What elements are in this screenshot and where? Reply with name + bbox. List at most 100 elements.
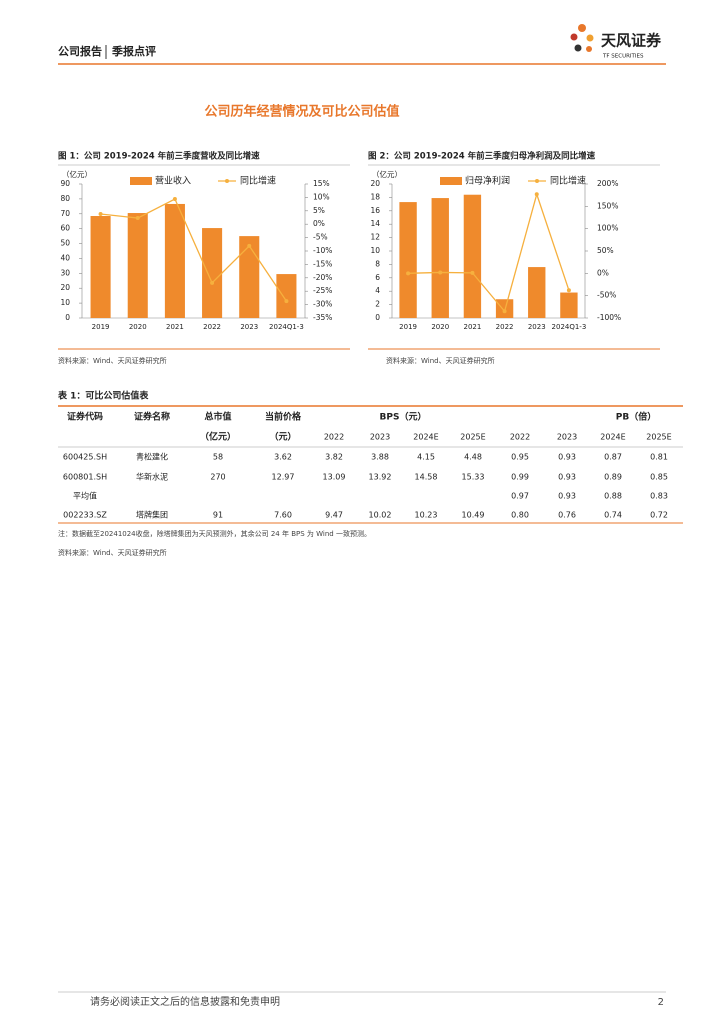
bar bbox=[276, 274, 297, 318]
section-title: 公司历年经营情况及可比公司估值 bbox=[204, 104, 399, 120]
table-cell: 14.58 bbox=[415, 473, 438, 482]
chart-title: 图 1：公司 2019-2024 年前三季度营收及同比增速 bbox=[58, 151, 260, 162]
table-cell: 600425.SH bbox=[63, 453, 107, 462]
x-tick-label: 2024Q1-3 bbox=[269, 323, 304, 331]
bar bbox=[164, 203, 185, 318]
x-tick-label: 2021 bbox=[464, 323, 482, 331]
table-cell: 15.33 bbox=[462, 473, 485, 482]
y2-tick-label: 5% bbox=[313, 206, 325, 215]
growth-point bbox=[210, 280, 215, 285]
x-tick-label: 2023 bbox=[528, 323, 546, 331]
growth-point bbox=[406, 271, 411, 276]
x-tick-label: 2020 bbox=[431, 323, 449, 331]
table-title: 表 1：可比公司估值表 bbox=[57, 390, 149, 402]
table-cell: 3.88 bbox=[371, 453, 389, 462]
y2-tick-label: -25% bbox=[313, 286, 332, 295]
bar bbox=[127, 213, 148, 318]
table-cell: 0.81 bbox=[650, 453, 668, 462]
table-cell: 0.88 bbox=[604, 492, 622, 501]
x-tick-label: 2019 bbox=[399, 323, 417, 331]
x-tick-label: 2020 bbox=[129, 323, 147, 331]
y2-tick-label: 0% bbox=[597, 268, 609, 277]
growth-point bbox=[135, 216, 140, 221]
y-tick-label: 4 bbox=[375, 286, 380, 295]
y2-tick-label: -5% bbox=[313, 233, 328, 242]
y-tick-label: 12 bbox=[370, 233, 380, 242]
table-cell: 9.47 bbox=[325, 511, 343, 520]
table-cell: 华新水泥 bbox=[136, 472, 168, 482]
growth-line bbox=[100, 198, 287, 302]
table-header: 证券代码 bbox=[67, 411, 103, 423]
table-cell: 0.72 bbox=[650, 511, 668, 520]
table-cell: 0.80 bbox=[511, 511, 529, 520]
table-source: 资料来源：Wind、天风证券研究所 bbox=[58, 548, 167, 557]
table-header: 总市值 bbox=[204, 411, 231, 423]
table-cell: 0.76 bbox=[558, 511, 576, 520]
table-cell: 10.02 bbox=[369, 511, 392, 520]
table-cell: 3.82 bbox=[325, 453, 343, 462]
x-tick-label: 2024Q1-3 bbox=[552, 323, 587, 331]
table-cell: 0.93 bbox=[558, 473, 576, 482]
table-cell: 0.93 bbox=[558, 453, 576, 462]
bar bbox=[239, 236, 260, 318]
logo bbox=[570, 24, 594, 52]
report-type: 公司报告 bbox=[58, 44, 102, 58]
y2-tick-label: 150% bbox=[597, 201, 618, 210]
y2-tick-label: -35% bbox=[313, 313, 332, 322]
x-tick-label: 2022 bbox=[203, 323, 221, 331]
y2-tick-label: -20% bbox=[313, 273, 332, 282]
x-tick-label: 2021 bbox=[166, 323, 184, 331]
y-tick-label: 6 bbox=[375, 273, 380, 282]
y2-tick-label: 100% bbox=[597, 224, 618, 233]
y-axis-label: （亿元） bbox=[372, 169, 402, 179]
table-cell: 0.83 bbox=[650, 492, 668, 501]
table-cell: 002233.SZ bbox=[63, 511, 107, 520]
bar bbox=[90, 216, 111, 318]
y-tick-label: 2 bbox=[375, 300, 380, 309]
y-tick-label: 90 bbox=[60, 179, 70, 188]
y-tick-label: 0 bbox=[375, 313, 380, 322]
y-tick-label: 20 bbox=[60, 283, 70, 292]
table-cell: 7.60 bbox=[274, 511, 292, 520]
bar bbox=[560, 292, 578, 318]
table-year: 2024E bbox=[413, 433, 438, 442]
legend-label: 归母净利润 bbox=[465, 175, 510, 187]
chart-source: 资料来源：Wind、天风证券研究所 bbox=[58, 356, 167, 365]
y-tick-label: 10 bbox=[60, 298, 70, 307]
y-tick-label: 60 bbox=[60, 224, 70, 233]
y2-tick-label: -50% bbox=[597, 291, 616, 300]
y-tick-label: 30 bbox=[60, 268, 70, 277]
bar bbox=[528, 267, 546, 318]
page-number: 2 bbox=[658, 997, 664, 1008]
table-note: 注：数据截至20241024收盘，除塔牌集团为天风预测外，其余公司 24 年 B… bbox=[58, 529, 371, 538]
y-axis-label: （亿元） bbox=[62, 169, 92, 179]
y2-tick-label: 200% bbox=[597, 179, 618, 188]
table-cell: 270 bbox=[210, 473, 225, 482]
table-cell: 4.15 bbox=[417, 453, 435, 462]
x-tick-label: 2023 bbox=[240, 323, 258, 331]
table-header: 当前价格 bbox=[265, 411, 302, 423]
y-tick-label: 10 bbox=[370, 246, 380, 255]
table-year: 2022 bbox=[324, 433, 344, 442]
table-cell: 4.48 bbox=[464, 453, 482, 462]
table-year: 2025E bbox=[646, 433, 671, 442]
legend-label: 同比增速 bbox=[240, 175, 276, 187]
table-unit: （元） bbox=[269, 432, 296, 443]
legend-marker bbox=[225, 179, 229, 183]
chart-title: 图 2：公司 2019-2024 年前三季度归母净利润及同比增速 bbox=[368, 151, 596, 162]
bar bbox=[202, 228, 223, 318]
table-cell: 0.97 bbox=[511, 492, 529, 501]
table-year: 2022 bbox=[510, 433, 530, 442]
table-cell: 0.93 bbox=[558, 492, 576, 501]
legend-label: 同比增速 bbox=[550, 175, 586, 187]
y2-tick-label: 10% bbox=[313, 192, 330, 201]
growth-point bbox=[98, 212, 103, 217]
table-cell: 13.09 bbox=[323, 473, 346, 482]
table-cell: 0.74 bbox=[604, 511, 622, 520]
brand: 天风证券 bbox=[601, 32, 662, 50]
table-header: 证券名称 bbox=[134, 411, 170, 423]
x-tick-label: 2022 bbox=[496, 323, 514, 331]
growth-point bbox=[172, 197, 177, 202]
